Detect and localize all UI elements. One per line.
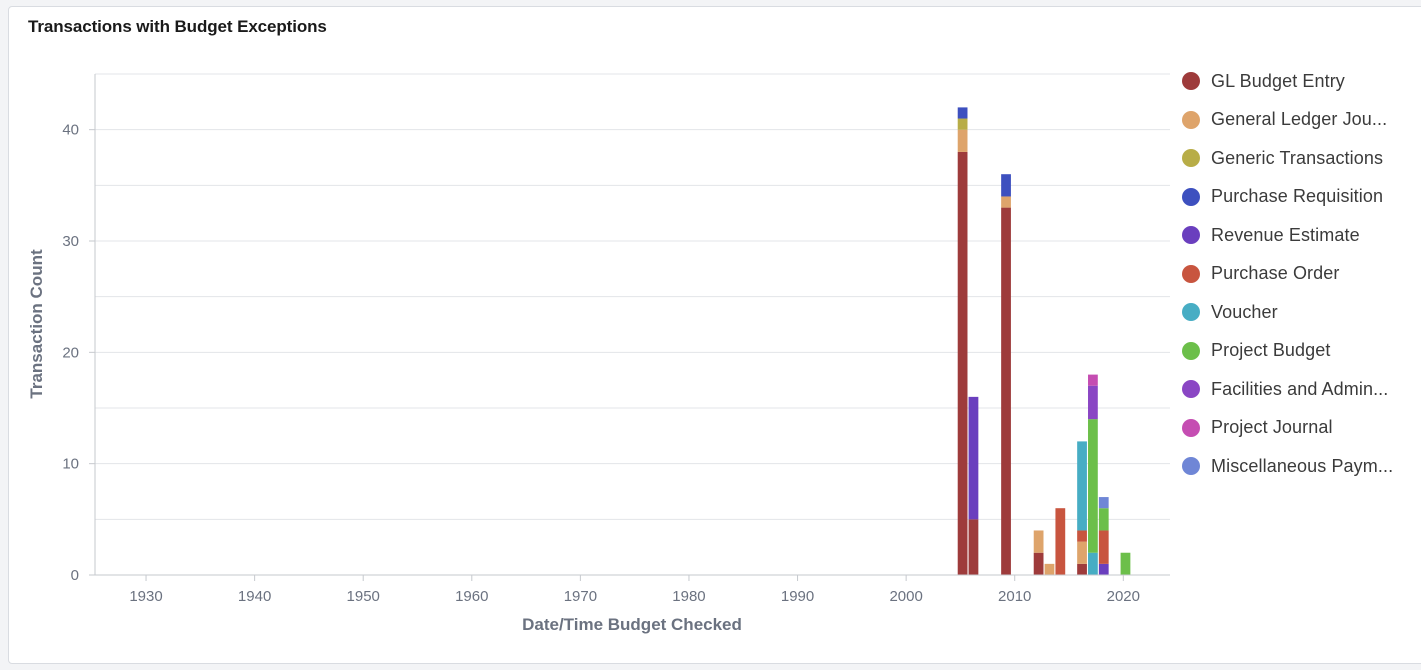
bar-segment[interactable] — [957, 151, 968, 575]
x-tick-label: 1960 — [455, 588, 488, 605]
bar-segment[interactable] — [1077, 541, 1087, 564]
legend-label: Purchase Order — [1211, 263, 1340, 284]
y-tick-labels: 0 10 20 30 40 — [62, 122, 95, 584]
x-tick-label: 2020 — [1107, 588, 1140, 605]
x-tick-label: 1970 — [564, 588, 597, 605]
legend-item[interactable]: Generic Transactions — [1182, 139, 1393, 178]
legend-label: Miscellaneous Paym... — [1211, 455, 1394, 476]
legend-label: Purchase Requisition — [1211, 186, 1384, 207]
legend-label: GL Budget Entry — [1211, 70, 1345, 91]
bar-segment[interactable] — [1098, 563, 1109, 575]
legend-swatch-icon — [1182, 149, 1200, 168]
x-tick-label: 2010 — [998, 588, 1031, 605]
legend-swatch-icon — [1182, 187, 1200, 206]
chart-legend: GL Budget Entry General Ledger Jou... Gene… — [1182, 62, 1393, 486]
y-axis-title: Transaction Count — [27, 249, 46, 399]
legend-item[interactable]: Purchase Requisition — [1182, 178, 1393, 217]
legend-label: Voucher — [1211, 301, 1278, 322]
bar-segment[interactable] — [1001, 207, 1011, 575]
legend-item[interactable]: Project Journal — [1182, 409, 1393, 448]
legend-item[interactable]: General Ledger Jou... — [1182, 101, 1393, 140]
legend-label: Generic Transactions — [1211, 147, 1384, 168]
legend-item[interactable]: Revenue Estimate — [1182, 216, 1393, 255]
bar-segment[interactable] — [1077, 530, 1087, 542]
legend-swatch-icon — [1182, 457, 1200, 476]
legend-item[interactable]: Voucher — [1182, 293, 1393, 332]
bar-segment[interactable] — [1098, 530, 1109, 564]
y-tick-label: 30 — [62, 233, 79, 250]
bars-layer — [957, 107, 1131, 575]
legend-item[interactable]: GL Budget Entry — [1182, 62, 1393, 101]
legend-swatch-icon — [1182, 380, 1200, 399]
legend-label: Facilities and Admin... — [1211, 378, 1389, 399]
legend-swatch-icon — [1182, 341, 1200, 360]
bar-segment[interactable] — [1033, 552, 1044, 575]
legend-label: General Ledger Jou... — [1211, 109, 1388, 130]
bar-segment[interactable] — [957, 129, 968, 152]
legend-label: Revenue Estimate — [1211, 224, 1360, 245]
bar-segment[interactable] — [1088, 385, 1098, 420]
legend-label: Project Journal — [1211, 417, 1333, 438]
legend-swatch-icon — [1182, 226, 1200, 245]
bar-segment[interactable] — [1120, 552, 1131, 575]
bar-segment[interactable] — [1077, 563, 1087, 575]
bar-segment[interactable] — [968, 519, 979, 575]
bar-segment[interactable] — [1098, 497, 1109, 509]
legend-swatch-icon — [1182, 303, 1200, 322]
grid-lines — [95, 73, 1170, 520]
bar-segment[interactable] — [1098, 508, 1109, 531]
legend-swatch-icon — [1182, 418, 1200, 437]
axes-layer — [94, 74, 1170, 576]
y-tick-label: 0 — [71, 567, 79, 584]
bar-segment[interactable] — [1077, 441, 1087, 531]
x-tick-label: 1930 — [129, 588, 162, 605]
legend-item[interactable]: Purchase Order — [1182, 255, 1393, 294]
x-tick-label: 1980 — [672, 588, 705, 605]
bar-segment[interactable] — [1001, 196, 1011, 208]
legend-swatch-icon — [1182, 110, 1200, 129]
bar-segment[interactable] — [1088, 552, 1098, 575]
x-tick-label: 1940 — [238, 588, 271, 605]
legend-swatch-icon — [1182, 72, 1200, 91]
bar-segment[interactable] — [957, 118, 968, 130]
bar-segment[interactable] — [1044, 563, 1055, 575]
bar-segment[interactable] — [1001, 174, 1011, 197]
x-tick-labels: 1930 1940 1950 1960 1970 1980 1990 2000 2010 2020 — [129, 575, 1140, 605]
legend-item[interactable]: Project Budget — [1182, 332, 1393, 371]
legend-swatch-icon — [1182, 264, 1200, 283]
bar-segment[interactable] — [1033, 530, 1044, 553]
chart-title: Transactions with Budget Exceptions — [28, 17, 327, 36]
bar-segment[interactable] — [957, 107, 968, 119]
legend-label: Project Budget — [1211, 340, 1331, 361]
x-axis-title: Date/Time Budget Checked — [522, 615, 742, 634]
bar-segment[interactable] — [1088, 419, 1098, 553]
x-tick-label: 1990 — [781, 588, 814, 605]
bar-segment[interactable] — [1055, 508, 1066, 575]
legend-item[interactable]: Facilities and Admin... — [1182, 370, 1393, 409]
y-tick-label: 20 — [62, 344, 79, 361]
y-tick-label: 10 — [62, 456, 79, 473]
x-tick-label: 2000 — [889, 588, 922, 605]
y-tick-label: 40 — [62, 122, 79, 139]
bar-segment[interactable] — [1088, 374, 1098, 386]
bar-segment[interactable] — [968, 396, 979, 520]
x-tick-label: 1950 — [347, 588, 380, 605]
legend-item[interactable]: Miscellaneous Paym... — [1182, 447, 1393, 486]
